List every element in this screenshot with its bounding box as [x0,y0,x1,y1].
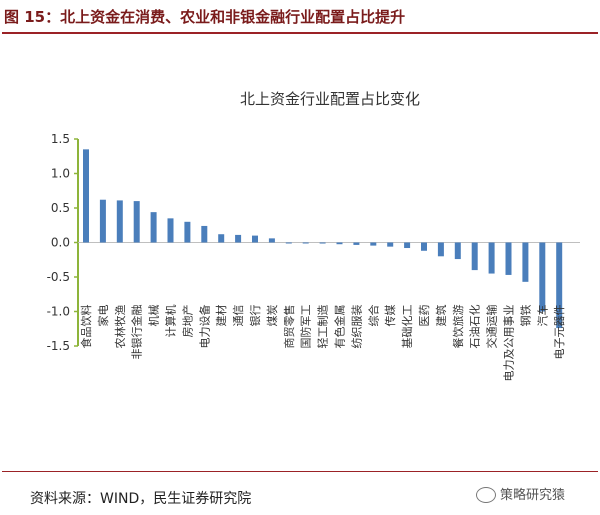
x-tick-label: 建筑 [434,305,448,327]
bar-纺织服装 [353,242,360,245]
bar-石油石化 [471,242,478,271]
y-tick-label: 1.0 [51,167,70,181]
bar-餐饮旅游 [454,242,461,260]
figure-title: 图 15：北上资金在消费、农业和非银金融行业配置占比提升 [4,8,406,26]
x-tick-label: 轻工制造 [316,305,330,349]
x-tick-label: 房地产 [180,305,194,338]
y-tick-label: 0.0 [51,236,70,250]
x-tick-label: 汽车 [535,305,549,327]
bar-国防军工 [302,242,309,244]
x-tick-label: 基础化工 [400,305,414,349]
x-tick-label: 农林牧渔 [113,305,127,349]
bar-银行 [252,235,258,243]
x-tick-label: 食品饮料 [79,305,93,349]
bar-电力设备 [201,225,208,243]
bar-建材 [218,234,225,243]
source-note: 资料来源：WIND，民生证券研究院 [30,491,252,507]
bar-农林牧渔 [116,200,123,243]
x-tick-label: 商贸零售 [282,305,296,349]
bar-煤炭 [268,238,275,243]
y-tick-label: 0.5 [51,201,70,215]
x-tick-label: 交通运输 [485,305,499,349]
x-tick-label: 传媒 [384,305,397,327]
bar-商贸零售 [285,242,292,244]
x-tick-label: 非银行金融 [130,305,144,360]
bars [83,149,563,329]
x-tick-label: 纺织服装 [349,305,363,349]
x-tick-label: 银行 [248,305,262,327]
y-tick-label: 1.5 [51,132,70,146]
bar-通信 [235,234,242,243]
bar-机械 [150,212,157,243]
bar-建筑 [437,242,444,257]
bar-食品饮料 [83,149,89,243]
x-tick-label: 机械 [147,305,161,327]
bar-医药 [421,242,427,251]
chart-title: 北上资金行业配置占比变化 [240,90,420,108]
x-tick-label: 电子元器件 [553,305,566,360]
x-tick-label: 有色金属 [333,305,347,349]
x-tick-label: 国防军工 [299,305,313,349]
x-tick-label: 通信 [232,305,245,327]
bar-传媒 [387,242,394,247]
bar-汽车 [539,242,546,312]
y-tick-label: -0.5 [47,270,70,284]
y-tick-label: -1.5 [47,339,70,353]
bar-基础化工 [404,242,411,249]
x-tick-label: 电力及公用事业 [503,305,516,382]
y-axis: 1.5 1.0 0.5 0.0 -0.5 -1.0 -1.5 [47,132,580,353]
x-tick-label: 煤炭 [266,305,279,327]
bar-电子元器件 [556,242,563,329]
x-tick-label: 钢铁 [519,305,532,327]
title-rule [2,32,598,34]
x-tick-label: 建材 [214,305,228,327]
bar-有色金属 [336,242,343,245]
x-tick-label: 电力设备 [197,305,211,349]
bottom-rule [2,471,598,472]
bar-chart: 北上资金行业配置占比变化 1.5 1.0 0.5 0.0 -0.5 -1.0 -1.5 食品… [47,90,580,382]
bar-电力及公用事业 [505,242,512,275]
y-tick-label: -1.0 [47,305,70,319]
x-tick-label: 医药 [418,305,431,327]
x-tick-label: 综合 [366,305,380,327]
bar-轻工制造 [319,242,326,244]
bar-钢铁 [522,242,529,282]
bar-非银行金融 [133,201,140,243]
watermark-text: 策略研究猿 [500,488,566,503]
x-tick-label: 石油石化 [468,305,482,349]
bar-家电 [99,199,106,243]
x-tick-label: 计算机 [164,305,178,338]
x-axis-labels: 食品饮料 家电 农林牧渔 非银行金融 机械 计算机 房地产 电力设备 建材 通信 银行 煤炭 商贸零售国… [79,305,566,382]
bar-计算机 [167,218,174,243]
bar-综合 [370,242,377,246]
wechat-icon [476,486,496,503]
bar-房地产 [184,221,191,243]
bar-交通运输 [488,242,495,274]
x-tick-label: 家电 [96,305,110,327]
watermark: 策略研究猿 [476,484,565,504]
x-tick-label: 餐饮旅游 [451,305,465,349]
